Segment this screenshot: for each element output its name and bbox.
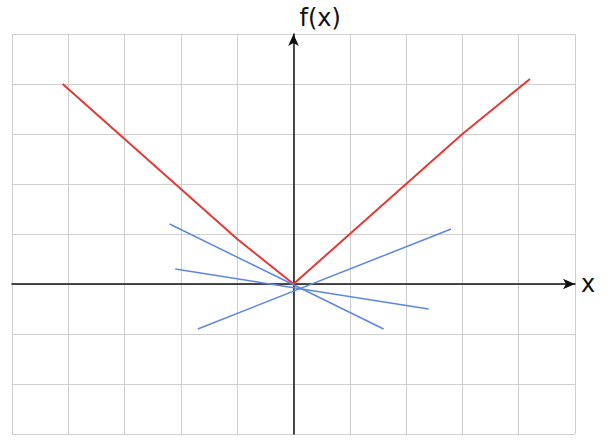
- svg-text:f(x): f(x): [300, 4, 341, 32]
- svg-text:x: x: [581, 270, 595, 298]
